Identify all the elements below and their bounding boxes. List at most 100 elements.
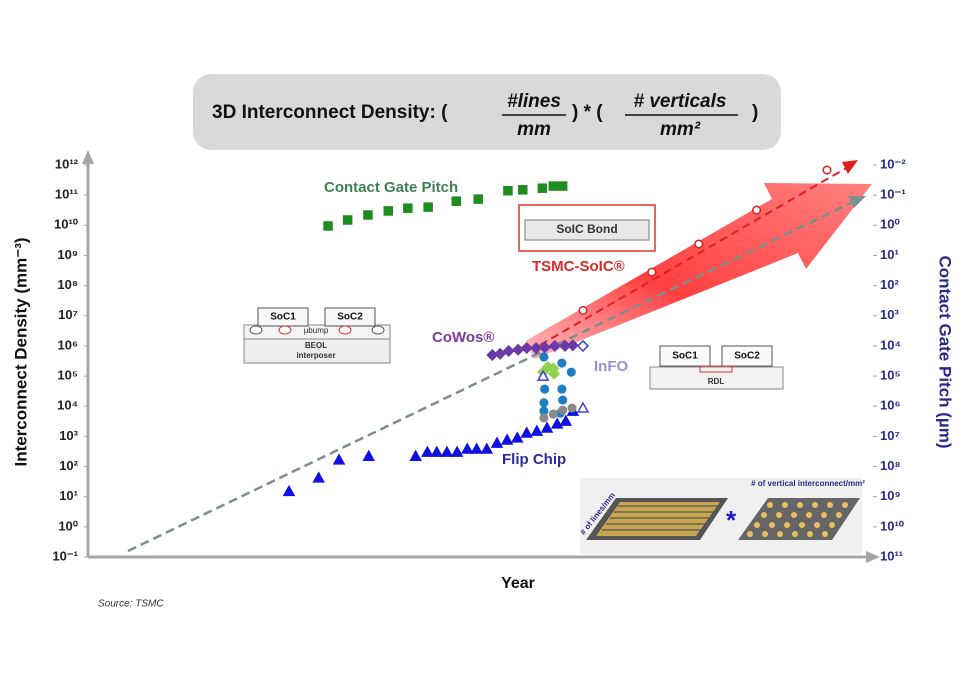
density-picture: # of lines/mm # of vertical interconnect… bbox=[578, 478, 865, 554]
point bbox=[450, 445, 464, 457]
y-tick-label: 10¹² bbox=[55, 156, 79, 171]
trend-arrow bbox=[848, 196, 866, 208]
y2-tick-label: 10⁷ bbox=[880, 428, 900, 443]
chip-label: SoC1 bbox=[672, 351, 698, 362]
y2-tick-label: 10⁶ bbox=[880, 398, 900, 413]
point bbox=[470, 442, 483, 454]
y-tick-label: 10⁶ bbox=[58, 337, 78, 352]
header-mid: ) * ( bbox=[572, 102, 603, 123]
point bbox=[362, 449, 376, 461]
point bbox=[557, 384, 567, 394]
point bbox=[423, 202, 433, 212]
point bbox=[539, 413, 549, 423]
header-num: #lines bbox=[507, 91, 561, 112]
y-tick-label: 10⁰ bbox=[58, 518, 78, 533]
point bbox=[480, 442, 494, 454]
point bbox=[530, 341, 543, 355]
point bbox=[559, 414, 573, 426]
point bbox=[312, 471, 325, 483]
point bbox=[520, 341, 533, 355]
axis-arrow bbox=[82, 150, 94, 164]
point bbox=[647, 267, 657, 277]
point bbox=[383, 206, 394, 216]
point bbox=[511, 431, 524, 443]
point bbox=[550, 417, 564, 429]
bump-label: µbump bbox=[304, 326, 329, 335]
point bbox=[539, 398, 549, 408]
trend-line bbox=[127, 199, 856, 553]
soic-diagram: SoIC Bond bbox=[518, 204, 656, 252]
point bbox=[576, 401, 590, 413]
chip-label: SoC2 bbox=[337, 312, 363, 323]
point bbox=[332, 453, 346, 465]
header-prefix: 3D Interconnect Density: ( bbox=[212, 102, 448, 123]
y-tick-label: 10¹ bbox=[59, 488, 78, 503]
point bbox=[323, 221, 333, 231]
y-tick-label: 10⁹ bbox=[57, 247, 78, 262]
y-tick-label: 10⁸ bbox=[57, 277, 78, 292]
point bbox=[363, 210, 373, 220]
point bbox=[282, 484, 296, 497]
point bbox=[557, 358, 567, 368]
trend-arrow bbox=[842, 160, 858, 174]
point bbox=[440, 445, 454, 457]
point bbox=[566, 339, 579, 352]
chip-label: SoC2 bbox=[734, 351, 760, 362]
y-tick-label: 10⁵ bbox=[57, 368, 78, 383]
source: Source: TSMC bbox=[98, 599, 164, 610]
header-box bbox=[193, 74, 781, 150]
point bbox=[503, 185, 513, 196]
point bbox=[520, 426, 533, 438]
point bbox=[430, 445, 444, 457]
series-label: Contact Gate Pitch bbox=[324, 179, 458, 196]
y-tick-label: 10² bbox=[59, 458, 78, 473]
point bbox=[548, 367, 561, 380]
point bbox=[578, 305, 588, 316]
y2-tick-label: 10⁸ bbox=[880, 458, 901, 473]
point bbox=[494, 347, 507, 360]
series-label: TSMC-SoIC® bbox=[532, 258, 625, 275]
y2-tick-label: 10⁰ bbox=[880, 217, 900, 232]
header-num: # verticals bbox=[634, 91, 727, 112]
y2-tick-label: 10² bbox=[880, 277, 899, 292]
point bbox=[540, 384, 550, 394]
point bbox=[460, 442, 474, 454]
x-axis-title: Year bbox=[501, 575, 535, 592]
point bbox=[403, 203, 413, 213]
chip-label: SoC1 bbox=[270, 312, 296, 323]
point bbox=[490, 436, 504, 448]
header-den: mm² bbox=[660, 119, 701, 140]
rdl-label: RDL bbox=[708, 377, 725, 386]
point bbox=[530, 424, 544, 436]
y2-tick-label: 10¹ bbox=[880, 247, 899, 262]
point bbox=[537, 183, 548, 193]
point bbox=[536, 369, 550, 381]
interposer-diagram: SoC1 SoC2 µbump BEOL interposer bbox=[243, 307, 391, 364]
trend-line bbox=[539, 166, 849, 346]
header-suffix: ) bbox=[752, 102, 758, 123]
point bbox=[548, 181, 559, 191]
point bbox=[566, 367, 576, 377]
point bbox=[409, 449, 422, 461]
bond-label: SoIC Bond bbox=[556, 222, 617, 236]
y2-tick-label: 10¹⁰ bbox=[880, 518, 905, 533]
point bbox=[548, 409, 558, 419]
y2-tick-label: 10⁻² bbox=[880, 156, 906, 171]
point bbox=[512, 343, 525, 356]
point bbox=[540, 421, 554, 433]
y2-tick-label: 10⁻¹ bbox=[880, 187, 906, 202]
series-label: InFO bbox=[594, 358, 628, 375]
y2-axis-title: Contact Gate Pitch (µm) bbox=[936, 255, 955, 448]
point bbox=[558, 405, 568, 415]
soic-trend-arrow bbox=[525, 183, 872, 359]
point bbox=[518, 185, 528, 195]
plot: 10⁻¹ 10⁰ 10¹ 10² 10³ 10⁴ 10⁵ 10⁶ 10⁷ 10⁸ 10⁹ 10¹⁰ 10… bbox=[52, 156, 906, 563]
y-tick-label: 10³ bbox=[59, 428, 78, 443]
interposer-label: interposer bbox=[296, 351, 335, 360]
y2-tick-label: 10⁴ bbox=[880, 337, 901, 352]
point bbox=[822, 165, 832, 175]
point bbox=[500, 433, 514, 445]
y-tick-label: 10¹⁰ bbox=[54, 217, 79, 232]
point bbox=[502, 344, 515, 358]
